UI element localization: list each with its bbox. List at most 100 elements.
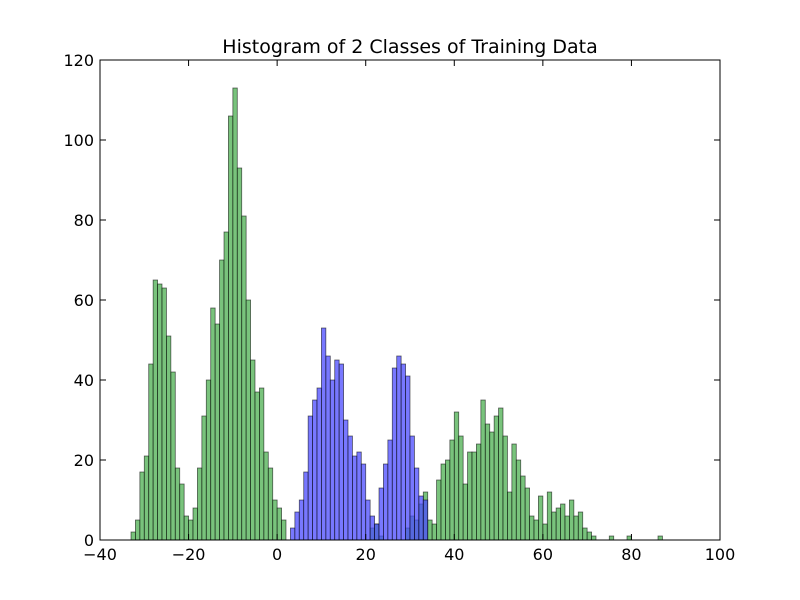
histogram-bar-series-0: [281, 519, 287, 541]
histogram-bar-series-1: [400, 363, 406, 541]
histogram-bar-series-0: [254, 391, 260, 541]
histogram-bar-series-0: [480, 399, 486, 541]
histogram-bar-series-0: [143, 455, 150, 541]
histogram-bar-series-1: [396, 355, 402, 541]
histogram-bar-series-1: [422, 499, 429, 541]
histogram-bar-series-0: [582, 527, 588, 541]
histogram-bar-series-1: [365, 499, 371, 541]
histogram-bar-series-0: [657, 535, 663, 541]
histogram-bar-series-0: [555, 507, 561, 541]
histogram-bar-series-0: [130, 531, 136, 541]
histogram-bar-series-0: [157, 283, 163, 541]
histogram-bar-series-0: [449, 439, 455, 541]
histogram-bar-series-0: [533, 519, 539, 541]
y-tick-label: 40: [74, 371, 94, 390]
histogram-bar-series-0: [436, 479, 442, 541]
histogram-bar-series-0: [586, 531, 592, 541]
y-tick-label: 80: [74, 211, 94, 230]
histogram-bar-series-0: [498, 407, 504, 541]
histogram-bar-series-0: [546, 491, 553, 541]
histogram-bar-series-0: [135, 519, 141, 541]
histogram-bar-series-0: [493, 415, 499, 541]
histogram-bar-series-0: [569, 499, 575, 541]
histogram-bar-series-1: [378, 487, 384, 541]
histogram-bar-series-1: [405, 375, 411, 541]
histogram-bar-series-0: [179, 483, 185, 541]
histogram-bar-series-0: [259, 387, 265, 541]
chart-title: Histogram of 2 Classes of Training Data: [222, 36, 597, 58]
histogram-bar-series-1: [383, 463, 389, 541]
histogram-bar-series-1: [414, 467, 420, 541]
y-tick-label: 120: [63, 51, 94, 70]
histogram-bar-series-1: [338, 363, 344, 541]
histogram-bar-series-1: [343, 419, 349, 541]
histogram-bar-series-0: [471, 451, 477, 541]
histogram-bar-series-0: [502, 435, 508, 541]
axis-ticks-layer: −40 −20 0 20 40 60 80 100 0 20 40 60 80 100 120: [63, 51, 735, 564]
histogram-bar-series-0: [538, 495, 544, 541]
histogram-bar-series-0: [152, 279, 158, 541]
histogram-bar-series-0: [476, 443, 482, 541]
histogram-bar-series-1: [325, 355, 331, 541]
x-tick-label: −20: [172, 545, 206, 564]
histogram-bar-series-0: [205, 379, 212, 541]
histogram-bar-series-1: [387, 439, 393, 541]
histogram-bar-series-0: [427, 519, 433, 541]
histogram-bar-series-1: [418, 495, 424, 541]
x-tick-label: 20: [356, 545, 376, 564]
histogram-bar-series-0: [223, 231, 229, 541]
histogram-bar-series-0: [219, 259, 225, 541]
histogram-bar-series-1: [356, 451, 362, 541]
histogram-bar-series-0: [236, 167, 243, 541]
histogram-bar-series-1: [374, 523, 380, 541]
histogram-bar-series-0: [201, 415, 207, 541]
histogram-bar-series-0: [276, 507, 282, 541]
histogram-bar-series-1: [347, 435, 353, 541]
x-tick-label: 40: [444, 545, 464, 564]
histogram-bar-series-0: [591, 535, 597, 541]
histogram-bar-series-0: [214, 323, 220, 541]
histogram-bar-series-1: [298, 499, 305, 541]
x-tick-label: −40: [83, 545, 117, 564]
histogram-bar-series-0: [524, 487, 530, 541]
histogram-bar-series-0: [139, 471, 145, 541]
histogram-bar-series-0: [166, 335, 172, 541]
histogram-bar-series-0: [542, 523, 548, 541]
histogram-bar-series-1: [294, 511, 300, 541]
histogram-bar-series-0: [458, 435, 464, 541]
x-tick-label: 60: [533, 545, 553, 564]
histogram-bar-series-0: [507, 491, 513, 541]
histogram-bar-series-0: [170, 371, 176, 541]
histogram-bar-series-1: [321, 327, 327, 541]
histogram-bar-series-0: [148, 363, 154, 541]
histogram-bar-series-1: [369, 515, 375, 541]
histogram-bar-series-1: [312, 399, 318, 541]
histogram-bar-series-0: [453, 411, 460, 541]
histogram-bar-series-0: [263, 451, 269, 541]
histogram-bar-series-0: [529, 515, 535, 541]
histogram-bar-series-1: [391, 367, 398, 541]
histogram-bar-series-0: [431, 523, 437, 541]
y-tick-label: 60: [74, 291, 94, 310]
histogram-bar-series-1: [360, 463, 367, 541]
y-tick-label: 20: [74, 451, 94, 470]
histogram-bar-series-0: [197, 467, 203, 541]
histogram-bar-series-0: [551, 511, 557, 541]
y-tick-label: 0: [84, 531, 94, 550]
histogram-bar-series-1: [334, 359, 340, 541]
histogram-bar-series-0: [467, 451, 473, 541]
histogram-bar-series-0: [210, 307, 216, 541]
histogram-bar-series-0: [245, 299, 251, 541]
histogram-bar-series-0: [192, 507, 198, 541]
histogram-bar-series-0: [440, 463, 446, 541]
histogram-bar-series-0: [272, 499, 278, 541]
histogram-bar-series-0: [445, 459, 451, 541]
histogram-bar-series-1: [352, 455, 358, 541]
x-tick-label: 80: [621, 545, 641, 564]
histogram-bar-series-0: [489, 431, 495, 541]
histogram-bar-series-0: [232, 87, 238, 541]
histogram-bar-series-0: [174, 467, 181, 541]
histogram-bar-series-0: [511, 443, 517, 541]
x-tick-label: 0: [272, 545, 282, 564]
histogram-bar-series-0: [267, 467, 274, 541]
